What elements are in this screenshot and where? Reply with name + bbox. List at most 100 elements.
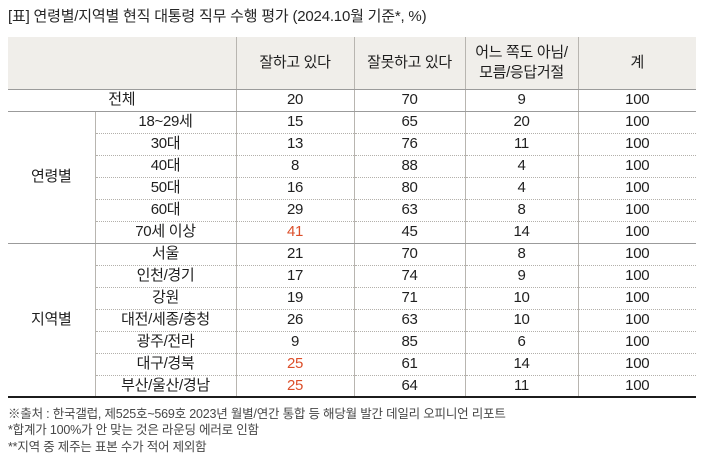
value-cell: 15 [235, 111, 354, 133]
table-row: 전체 20 70 9 100 [8, 89, 696, 112]
value-cell: 100 [577, 374, 696, 397]
value-cell: 17 [235, 264, 354, 287]
row-label: 30대 [95, 132, 236, 155]
table-row: 대구/경북 25 61 14 100 [8, 352, 696, 375]
header-cell-neither: 어느 쪽도 아님/ 모름/응답거절 [464, 37, 578, 90]
row-label: 50대 [95, 176, 236, 199]
footnote-jeju: **지역 중 제주는 표본 수가 적어 제외함 [8, 439, 207, 454]
row-label: 인천/경기 [95, 264, 236, 287]
value-cell: 61 [353, 352, 465, 375]
row-label: 18~29세 [138, 113, 193, 131]
value-cell: 9 [235, 330, 354, 353]
value-cell: 63 [353, 308, 465, 331]
row-label: 대구/경북 [95, 352, 236, 375]
value-cell: 65 [353, 111, 465, 133]
table-row: 강원 19 71 10 100 [8, 286, 696, 309]
value-cell: 100 [577, 352, 696, 375]
table-row: 지역별 서울 21 70 8 100 [8, 243, 696, 398]
header-cell-total: 계 [577, 37, 696, 90]
value-cell: 4 [464, 176, 578, 199]
table-row: 70세 이상 41 45 14 100 [8, 220, 696, 244]
row-label: 60대 [95, 198, 236, 221]
value-cell: 8 [235, 154, 354, 177]
value-cell: 100 [577, 132, 696, 155]
value-cell: 45 [353, 220, 465, 244]
value-cell: 88 [353, 154, 465, 177]
group-label-region: 지역별 [8, 243, 96, 398]
value-cell: 4 [464, 154, 578, 177]
value-cell: 70 [353, 243, 465, 265]
value-cell: 76 [353, 132, 465, 155]
row-label: 70세 이상 [95, 220, 236, 244]
row-label: 강원 [95, 286, 236, 309]
value-cell: 11 [464, 374, 578, 397]
footnotes: ※출처 : 한국갤럽, 제525호~569호 2023년 월별/연간 통합 등 … [8, 406, 696, 455]
value-cell: 6 [464, 330, 578, 353]
value-cell: 100 [577, 198, 696, 221]
value-cell: 10 [464, 286, 578, 309]
table-row: 인천/경기 17 74 9 100 [8, 264, 696, 287]
header-cell-approve: 잘하고 있다 [235, 37, 354, 90]
table-row: 부산/울산/경남 25 64 11 100 [8, 374, 696, 397]
value-cell-highlighted: 25 [235, 374, 354, 397]
value-cell: 80 [353, 176, 465, 199]
value-cell: 64 [353, 374, 465, 397]
header-cell-neither-line1: 어느 쪽도 아님/ [475, 44, 568, 62]
value-cell: 14 [464, 220, 578, 244]
value-cell-highlighted: 25 [235, 352, 354, 375]
table-header-row: 잘하고 있다 잘못하고 있다 어느 쪽도 아님/ 모름/응답거절 계 [8, 37, 696, 90]
value-cell: 9 [464, 264, 578, 287]
value-cell: 19 [235, 286, 354, 309]
value-cell-highlighted: 41 [235, 220, 354, 244]
value-cell: 100 [577, 220, 696, 244]
value-cell: 63 [353, 198, 465, 221]
footnote-rounding: *합계가 100%가 안 맞는 것은 라운딩 에러로 인함 [8, 423, 259, 438]
value-cell: 100 [577, 264, 696, 287]
value-cell: 8 [464, 198, 578, 221]
value-cell: 13 [235, 132, 354, 155]
value-cell: 14 [464, 352, 578, 375]
survey-table: 잘하고 있다 잘못하고 있다 어느 쪽도 아님/ 모름/응답거절 계 전체 20… [8, 37, 696, 398]
table-row: 30대 13 76 11 100 [8, 132, 696, 155]
value-cell: 100 [577, 286, 696, 309]
table-row: 60대 29 63 8 100 [8, 198, 696, 221]
row-label: 광주/전라 [95, 330, 236, 353]
value-cell: 74 [353, 264, 465, 287]
footnote-source: ※출처 : 한국갤럽, 제525호~569호 2023년 월별/연간 통합 등 … [8, 407, 506, 421]
header-cell-disapprove: 잘못하고 있다 [353, 37, 465, 90]
value-cell: 20 [464, 111, 578, 133]
value-cell: 21 [235, 243, 354, 265]
table-row: 50대 16 80 4 100 [8, 176, 696, 199]
table-row: 광주/전라 9 85 6 100 [8, 330, 696, 353]
total-row-label: 전체 [8, 89, 236, 112]
value-cell: 100 [577, 308, 696, 331]
value-cell: 100 [577, 176, 696, 199]
value-cell: 9 [464, 89, 578, 112]
value-cell: 85 [353, 330, 465, 353]
value-cell: 71 [353, 286, 465, 309]
value-cell: 100 [577, 154, 696, 177]
group-label-age: 연령별 [8, 111, 96, 244]
value-cell: 26 [235, 308, 354, 331]
table-row: 연령별 18~29세 15 65 20 100 [8, 111, 696, 244]
header-cell-empty [8, 37, 236, 90]
row-label: 부산/울산/경남 [95, 374, 236, 397]
row-label: 40대 [95, 154, 236, 177]
value-cell: 70 [353, 89, 465, 112]
value-cell: 100 [577, 243, 696, 265]
value-cell: 20 [235, 89, 354, 112]
value-cell: 11 [464, 132, 578, 155]
value-cell: 100 [577, 89, 696, 112]
value-cell: 100 [577, 111, 696, 133]
header-cell-neither-line2: 모름/응답거절 [479, 63, 564, 81]
value-cell: 29 [235, 198, 354, 221]
row-label: 대전/세종/충청 [95, 308, 236, 331]
value-cell: 100 [577, 330, 696, 353]
value-cell: 8 [464, 243, 578, 265]
value-cell: 10 [464, 308, 578, 331]
page-title: [표] 연령별/지역별 현직 대통령 직무 수행 평가 (2024.10월 기준… [8, 8, 427, 25]
table-row: 대전/세종/충청 26 63 10 100 [8, 308, 696, 331]
table-row: 40대 8 88 4 100 [8, 154, 696, 177]
value-cell: 16 [235, 176, 354, 199]
